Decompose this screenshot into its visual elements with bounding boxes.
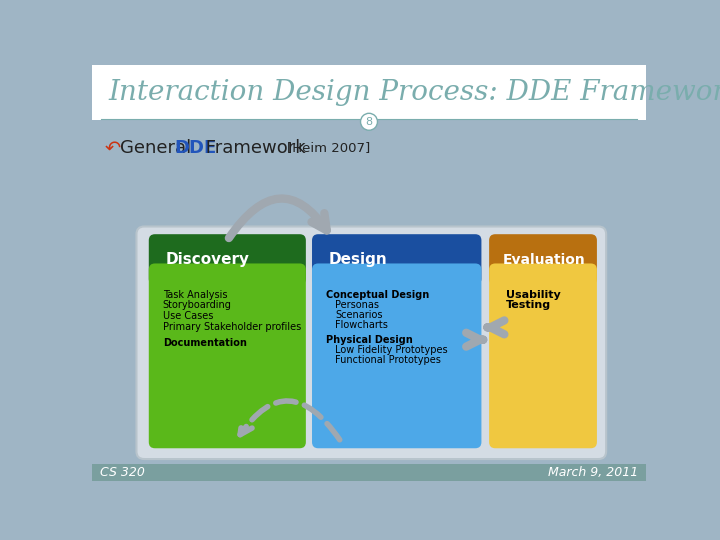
Text: General: General (120, 139, 197, 157)
FancyBboxPatch shape (137, 226, 606, 459)
Text: Primary Stakeholder profiles: Primary Stakeholder profiles (163, 322, 301, 332)
FancyBboxPatch shape (312, 264, 482, 448)
Text: Discovery: Discovery (166, 252, 250, 267)
FancyBboxPatch shape (489, 234, 597, 285)
Text: Documentation: Documentation (163, 338, 246, 348)
FancyBboxPatch shape (489, 264, 597, 448)
Text: Framework: Framework (199, 139, 311, 157)
Text: March 9, 2011: March 9, 2011 (548, 465, 639, 478)
Text: Task Analysis: Task Analysis (163, 289, 227, 300)
Text: [Heim 2007]: [Heim 2007] (287, 141, 371, 154)
FancyBboxPatch shape (149, 234, 306, 285)
Text: ↶: ↶ (104, 138, 120, 158)
Text: Personas: Personas (335, 300, 379, 309)
Text: Low Fidelity Prototypes: Low Fidelity Prototypes (335, 345, 448, 355)
Text: Evaluation: Evaluation (503, 253, 586, 267)
Text: Conceptual Design: Conceptual Design (326, 289, 429, 300)
Text: Design: Design (329, 252, 387, 267)
Text: Testing: Testing (506, 300, 552, 310)
Text: Usability: Usability (506, 289, 561, 300)
FancyBboxPatch shape (149, 264, 306, 448)
FancyBboxPatch shape (92, 464, 647, 481)
Text: Physical Design: Physical Design (326, 335, 413, 345)
Text: Functional Prototypes: Functional Prototypes (335, 355, 441, 365)
FancyBboxPatch shape (312, 234, 482, 285)
FancyBboxPatch shape (92, 65, 647, 120)
Circle shape (361, 113, 377, 130)
Text: 8: 8 (366, 117, 372, 127)
Text: Use Cases: Use Cases (163, 311, 213, 321)
Text: CS 320: CS 320 (99, 465, 145, 478)
Text: Flowcharts: Flowcharts (335, 320, 388, 329)
Text: Scenarios: Scenarios (335, 309, 382, 320)
Text: DDE: DDE (174, 139, 217, 157)
Text: Interaction Design Process: DDE Framework: Interaction Design Process: DDE Framewor… (109, 79, 720, 106)
Text: Storyboarding: Storyboarding (163, 300, 232, 310)
